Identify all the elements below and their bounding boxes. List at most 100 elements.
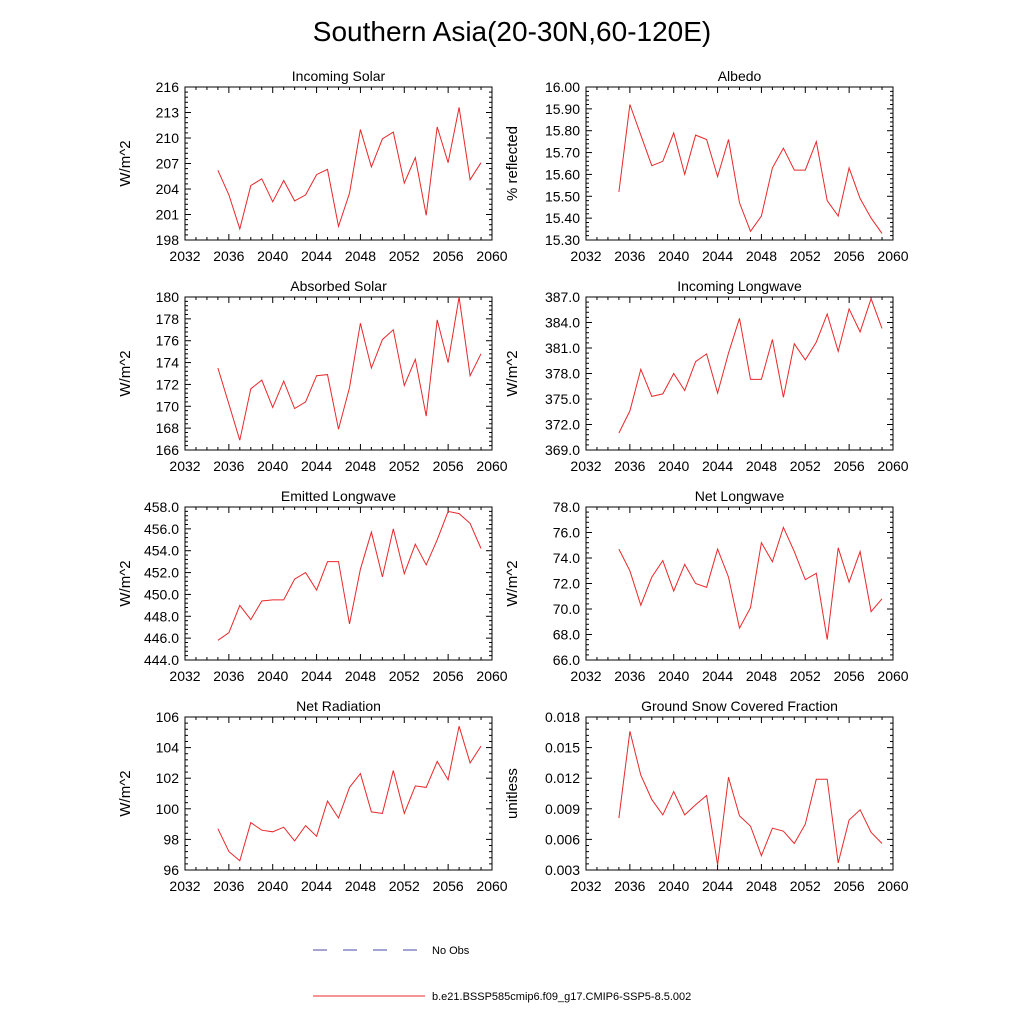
y-tick-label: 0.012 xyxy=(545,770,580,786)
x-tick-label: 2036 xyxy=(213,248,244,264)
legend: No Obs b.e21.BSSP585cmip6.f09_g17.CMIP6-… xyxy=(313,945,691,1003)
x-tick-label: 2040 xyxy=(257,878,288,894)
y-tick-label: 96 xyxy=(163,862,179,878)
x-tick-label: 2060 xyxy=(476,458,507,474)
y-tick-label: 72.0 xyxy=(553,576,580,592)
x-tick-label: 2048 xyxy=(746,878,777,894)
y-axis-label: W/m^2 xyxy=(117,140,134,186)
y-tick-label: 446.0 xyxy=(144,630,179,646)
y-tick-label: 100 xyxy=(156,801,180,817)
series-line-0 xyxy=(217,296,482,441)
x-tick-label: 2052 xyxy=(389,668,420,684)
series-line-0 xyxy=(618,526,883,640)
x-tick-label: 2052 xyxy=(790,878,821,894)
y-tick-label: 0.006 xyxy=(545,831,580,847)
y-tick-label: 106 xyxy=(156,709,180,725)
chart-panel-7: Ground Snow Covered Fraction 2032 2036 2040… xyxy=(504,698,909,894)
y-tick-label: 0.018 xyxy=(545,709,580,725)
y-tick-label: 207 xyxy=(156,156,180,172)
y-axis-label: W/m^2 xyxy=(504,350,521,396)
y-tick-label: 372.0 xyxy=(545,417,580,433)
chart-panel-6: Net Radiation 2032 2036 2040 2044 2048 2052 205… xyxy=(117,698,508,894)
panel-title: Incoming Longwave xyxy=(677,278,802,294)
y-tick-label: 444.0 xyxy=(144,652,179,668)
y-tick-label: 448.0 xyxy=(144,608,179,624)
plot-frame xyxy=(184,86,493,241)
x-tick-label: 2056 xyxy=(433,248,464,264)
y-tick-label: 210 xyxy=(156,130,180,146)
x-tick-label: 2032 xyxy=(169,248,200,264)
chart-panel-0: Incoming Solar 2032 2036 2040 2044 2048 2052 20… xyxy=(117,68,508,264)
x-tick-label: 2044 xyxy=(301,878,332,894)
chart-panel-1: Albedo 2032 2036 2040 2044 2048 2052 2056 2060 15… xyxy=(504,68,909,264)
x-tick-label: 2060 xyxy=(877,458,908,474)
y-tick-label: 458.0 xyxy=(144,499,179,515)
panel-title: Incoming Solar xyxy=(292,68,386,84)
y-tick-label: 375.0 xyxy=(545,391,580,407)
y-tick-label: 0.015 xyxy=(545,740,580,756)
chart-panel-4: Emitted Longwave 2032 2036 2040 2044 2048 2052… xyxy=(117,488,508,684)
x-tick-label: 2032 xyxy=(169,458,200,474)
panel-title: Emitted Longwave xyxy=(281,488,396,504)
y-tick-label: 15.90 xyxy=(545,101,580,117)
x-tick-label: 2056 xyxy=(834,248,865,264)
x-tick-label: 2036 xyxy=(213,458,244,474)
x-tick-label: 2048 xyxy=(345,878,376,894)
y-tick-label: 0.003 xyxy=(545,862,580,878)
figure-title: Southern Asia(20-30N,60-120E) xyxy=(313,16,711,47)
y-tick-label: 454.0 xyxy=(144,543,179,559)
x-tick-label: 2060 xyxy=(476,248,507,264)
y-tick-label: 170 xyxy=(156,398,180,414)
panel-title: Net Longwave xyxy=(695,488,785,504)
x-tick-label: 2036 xyxy=(614,878,645,894)
x-tick-label: 2048 xyxy=(746,248,777,264)
x-tick-label: 2048 xyxy=(345,458,376,474)
x-tick-label: 2032 xyxy=(570,248,601,264)
y-tick-label: 15.80 xyxy=(545,123,580,139)
plot-frame xyxy=(184,506,493,661)
x-tick-label: 2060 xyxy=(476,668,507,684)
x-tick-label: 2040 xyxy=(658,878,689,894)
series-line-0 xyxy=(618,297,883,434)
y-tick-label: 450.0 xyxy=(144,586,179,602)
x-tick-label: 2032 xyxy=(169,878,200,894)
x-tick-label: 2056 xyxy=(834,878,865,894)
y-tick-label: 384.0 xyxy=(545,315,580,331)
y-tick-label: 204 xyxy=(156,181,180,197)
y-axis-label: unitless xyxy=(504,768,521,819)
y-axis-label: W/m^2 xyxy=(504,560,521,606)
x-tick-label: 2036 xyxy=(213,878,244,894)
x-tick-label: 2056 xyxy=(834,458,865,474)
y-tick-label: 78.0 xyxy=(553,499,580,515)
x-tick-label: 2056 xyxy=(433,458,464,474)
y-tick-label: 387.0 xyxy=(545,289,580,305)
x-tick-label: 2048 xyxy=(746,458,777,474)
x-tick-label: 2060 xyxy=(877,248,908,264)
y-tick-label: 166 xyxy=(156,442,180,458)
y-tick-label: 180 xyxy=(156,289,180,305)
x-tick-label: 2048 xyxy=(746,668,777,684)
panel-title: Albedo xyxy=(718,68,762,84)
y-tick-label: 68.0 xyxy=(553,627,580,643)
panel-title: Absorbed Solar xyxy=(290,278,387,294)
x-tick-label: 2052 xyxy=(790,668,821,684)
panel-title: Ground Snow Covered Fraction xyxy=(641,698,838,714)
x-tick-label: 2044 xyxy=(702,248,733,264)
x-tick-label: 2044 xyxy=(702,668,733,684)
x-tick-label: 2056 xyxy=(433,668,464,684)
x-tick-label: 2052 xyxy=(389,878,420,894)
y-tick-label: 201 xyxy=(156,207,180,223)
panels-container: Incoming Solar 2032 2036 2040 2044 2048 2052 20… xyxy=(117,68,909,894)
y-tick-label: 213 xyxy=(156,105,180,121)
x-tick-label: 2060 xyxy=(877,668,908,684)
chart-panel-3: Incoming Longwave 2032 2036 2040 2044 2048 205… xyxy=(504,278,909,474)
x-tick-label: 2040 xyxy=(658,668,689,684)
x-tick-label: 2040 xyxy=(658,248,689,264)
legend-label-model: b.e21.BSSP585cmip6.f09_g17.CMIP6-SSP5-8.… xyxy=(432,991,691,1003)
y-tick-label: 168 xyxy=(156,420,180,436)
x-tick-label: 2044 xyxy=(301,248,332,264)
series-line-0 xyxy=(618,104,883,234)
x-tick-label: 2060 xyxy=(476,878,507,894)
y-axis-label: W/m^2 xyxy=(117,560,134,606)
